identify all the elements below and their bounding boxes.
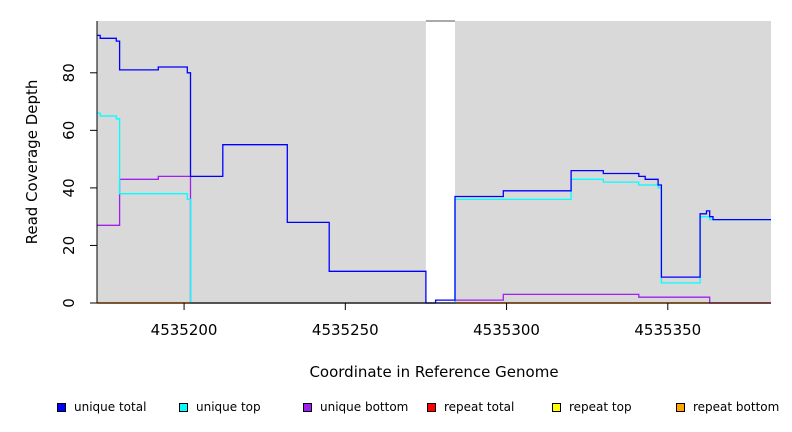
legend-swatch-repeat-top <box>552 402 561 412</box>
y-tick-label: 0 <box>60 298 78 308</box>
plot-background <box>97 20 771 303</box>
legend: unique total unique top unique bottom repea… <box>0 400 792 420</box>
legend-label: repeat top <box>569 400 632 414</box>
legend-label: unique bottom <box>320 400 409 414</box>
legend-label: repeat total <box>444 400 515 414</box>
x-axis-label: Coordinate in Reference Genome <box>309 363 558 381</box>
x-tick-label: 4535300 <box>473 321 540 339</box>
x-tick-label: 4535250 <box>312 321 379 339</box>
legend-label: repeat bottom <box>693 400 780 414</box>
legend-item-unique-bottom: unique bottom <box>303 400 408 414</box>
legend-item-repeat-top: repeat top <box>552 400 632 414</box>
y-tick-label: 20 <box>60 236 78 255</box>
legend-item-unique-total: unique total <box>57 400 146 414</box>
axes-layer: 0 20 40 60 80 4535200 4535250 4535300 4535350 <box>60 21 771 339</box>
legend-swatch-unique-top <box>179 402 188 412</box>
legend-item-unique-top: unique top <box>179 400 261 414</box>
x-tick-label: 4535200 <box>151 321 218 339</box>
legend-label: unique total <box>74 400 147 414</box>
series-unique-total <box>97 34 771 304</box>
gap-region <box>425 21 455 303</box>
legend-item-repeat-bottom: repeat bottom <box>676 400 779 414</box>
legend-swatch-unique-total <box>57 402 66 412</box>
legend-swatch-unique-bottom <box>303 402 312 412</box>
plot-area-left <box>97 21 426 303</box>
legend-swatch-repeat-total <box>427 402 436 412</box>
y-tick-label: 80 <box>60 63 78 82</box>
x-tick-label: 4535350 <box>634 321 701 339</box>
y-axis-label: Read Coverage Depth <box>23 80 41 245</box>
legend-swatch-repeat-bottom <box>676 402 685 412</box>
y-tick-label: 60 <box>60 121 78 140</box>
y-tick-label: 40 <box>60 178 78 197</box>
legend-label: unique top <box>196 400 261 414</box>
plot-area-right <box>454 21 771 303</box>
series-unique-top <box>97 112 771 304</box>
legend-item-repeat-total: repeat total <box>427 400 514 414</box>
